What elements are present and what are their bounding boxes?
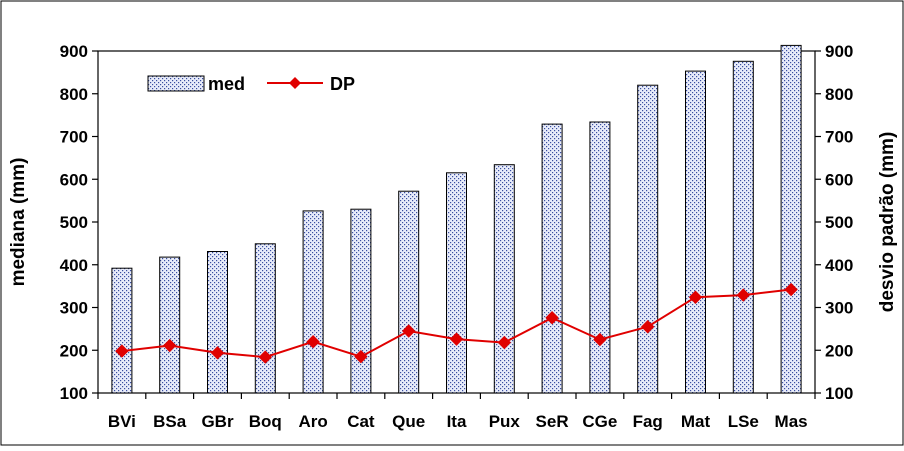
x-tick-label: Aro bbox=[298, 412, 327, 431]
bar-LSe bbox=[732, 60, 754, 394]
bar-Que bbox=[398, 190, 420, 394]
y-tick-label: 100 bbox=[60, 384, 88, 403]
point-dp-Cat bbox=[354, 349, 368, 364]
y2-tick-label: 100 bbox=[825, 384, 853, 403]
y-tick-label: 900 bbox=[60, 42, 88, 61]
x-tick-label: Ita bbox=[447, 412, 467, 431]
point-dp-GBr bbox=[210, 346, 225, 360]
point-dp-BVi bbox=[115, 344, 129, 358]
bar-Mat bbox=[685, 70, 706, 394]
bar-Cat bbox=[350, 208, 372, 394]
y-tick-label: 400 bbox=[60, 256, 88, 275]
bar-Ita bbox=[446, 172, 467, 394]
x-tick-label: Fag bbox=[633, 412, 663, 431]
y2-tick-label: 500 bbox=[825, 213, 853, 232]
x-tick-label: Mas bbox=[775, 412, 808, 431]
y-tick-label: 500 bbox=[60, 213, 88, 232]
y2-tick-label: 700 bbox=[825, 128, 853, 147]
y-tick-label: 200 bbox=[60, 341, 88, 360]
point-dp-Pux bbox=[497, 335, 512, 350]
point-dp-Ita bbox=[449, 332, 464, 346]
bar-Aro bbox=[302, 210, 324, 394]
bar-GBr bbox=[207, 251, 228, 394]
line-layer bbox=[115, 282, 798, 364]
point-dp-BSa bbox=[162, 338, 177, 353]
y2-tick-label: 300 bbox=[825, 299, 853, 318]
y-tick-label: 800 bbox=[60, 85, 88, 104]
point-dp-Fag bbox=[640, 320, 655, 334]
x-tick-label: CGe bbox=[582, 412, 617, 431]
x-tick-label: LSe bbox=[728, 412, 759, 431]
y2-axis-title: desvio padrão (mm) bbox=[877, 132, 898, 313]
point-dp-SeR bbox=[545, 311, 559, 325]
y-tick-label: 600 bbox=[60, 170, 88, 189]
point-dp-Que bbox=[401, 324, 416, 338]
y2-tick-label: 400 bbox=[825, 256, 853, 275]
bar-SeR bbox=[541, 123, 563, 394]
bar-Fag bbox=[637, 84, 659, 394]
axes-layer: 100 200 300 400 500 600 700 800 900 100 200 300 400 5… bbox=[60, 42, 854, 431]
bar-Pux bbox=[493, 164, 515, 394]
legend-label-dp: DP bbox=[330, 74, 355, 94]
legend-marker-dp bbox=[289, 77, 301, 89]
y2-tick-label: 900 bbox=[825, 42, 853, 61]
bar-BSa bbox=[159, 256, 181, 394]
bar-CGe bbox=[589, 121, 611, 394]
x-tick-label: BVi bbox=[108, 412, 136, 431]
y2-tick-label: 200 bbox=[825, 341, 853, 360]
point-dp-Mas bbox=[784, 282, 798, 297]
point-dp-Boq bbox=[258, 350, 273, 364]
x-tick-label: Cat bbox=[347, 412, 375, 431]
point-dp-Mat bbox=[688, 290, 703, 304]
x-tick-label: BSa bbox=[153, 412, 187, 431]
y-axis-title: mediana (mm) bbox=[8, 158, 29, 287]
bar-Mas bbox=[780, 44, 802, 394]
x-tick-label: Pux bbox=[489, 412, 521, 431]
point-dp-Aro bbox=[306, 334, 320, 349]
bar-Boq bbox=[254, 243, 276, 394]
x-tick-label: SeR bbox=[536, 412, 569, 431]
bars-layer bbox=[111, 44, 802, 394]
legend: med DP bbox=[147, 74, 355, 94]
x-tick-label: Que bbox=[392, 412, 425, 431]
point-dp-CGe bbox=[593, 332, 607, 347]
x-tick-label: GBr bbox=[201, 412, 234, 431]
y2-tick-label: 800 bbox=[825, 85, 853, 104]
x-tick-label: Boq bbox=[249, 412, 282, 431]
bar-BVi bbox=[111, 267, 133, 394]
point-dp-LSe bbox=[736, 288, 751, 302]
legend-label-med: med bbox=[208, 74, 245, 94]
y2-tick-label: 600 bbox=[825, 170, 853, 189]
x-tick-label: Mat bbox=[681, 412, 711, 431]
y-tick-label: 700 bbox=[60, 128, 88, 147]
legend-swatch-med bbox=[147, 75, 205, 92]
y-tick-label: 300 bbox=[60, 299, 88, 318]
